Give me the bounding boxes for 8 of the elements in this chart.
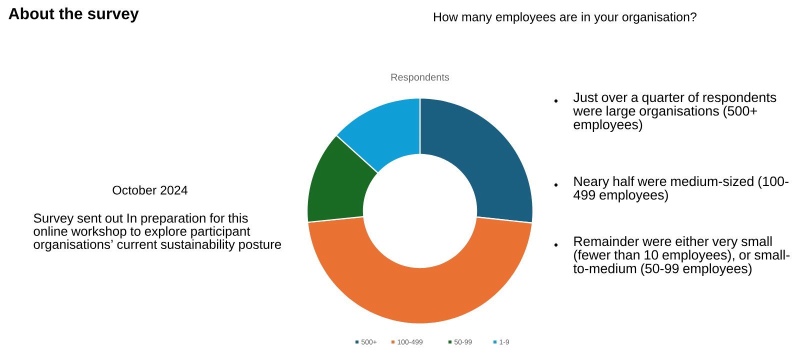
text: Survey sent out In preparation for this online workshop to explore participant organisations’ current sustainability posture	[34, 213, 282, 252]
text: Respondents	[391, 73, 450, 83]
text: Neary half were medium-sized (100-499 employees)	[574, 176, 788, 202]
text: About the survey	[8, 8, 139, 22]
text: How many employees are in your organisation?	[434, 12, 696, 24]
text: October 2024	[112, 185, 188, 195]
text: Remainder were either very small (fewer than 10 employees), or small-to-medium (50-99 employees)	[573, 236, 790, 276]
text: Just over a quarter of respondents were large organisations (500+ employees)	[573, 92, 776, 132]
